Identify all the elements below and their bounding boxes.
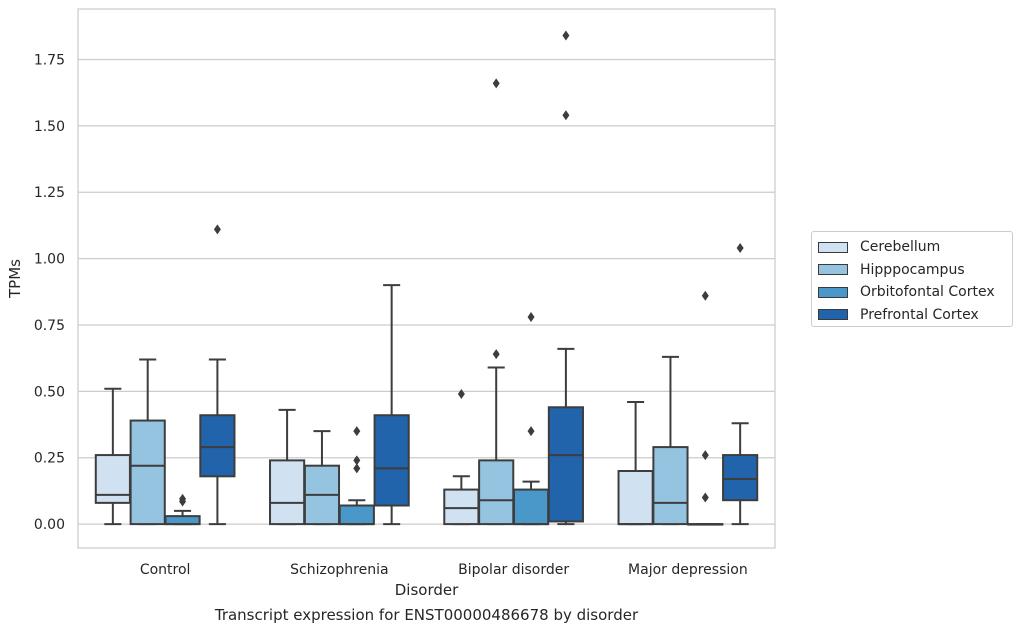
box-3-1 bbox=[652, 355, 689, 526]
x-tick-label: Schizophrenia bbox=[290, 562, 388, 578]
legend-item: Hipppocampus bbox=[818, 259, 1012, 282]
box-2-0 bbox=[443, 389, 480, 526]
y-axis-title: TPMs bbox=[6, 259, 24, 299]
x-tick-labels: Control Schizophrenia Bipolar disorder Majo… bbox=[140, 562, 748, 578]
box-body bbox=[617, 470, 654, 526]
box-body bbox=[652, 446, 689, 526]
box-1-3 bbox=[373, 284, 410, 526]
outlier-point bbox=[179, 493, 187, 504]
y-tick-labels: 0.00 0.25 0.50 0.75 1.00 1.25 1.50 1.75 bbox=[34, 52, 65, 533]
box-body bbox=[269, 459, 306, 526]
outlier-point bbox=[492, 78, 500, 89]
box-body bbox=[373, 414, 410, 507]
y-tick-label: 0.75 bbox=[34, 318, 65, 334]
box-2-3 bbox=[547, 30, 584, 526]
box-body bbox=[164, 515, 201, 526]
y-tick-label: 1.00 bbox=[34, 252, 65, 268]
box-1-2 bbox=[338, 426, 375, 526]
box-0-3 bbox=[199, 224, 236, 526]
box-0-0 bbox=[94, 387, 131, 526]
outlier-point bbox=[527, 426, 535, 437]
outlier-point bbox=[353, 426, 361, 437]
legend: Cerebellum Hipppocampus Orbitofontal Corte… bbox=[811, 231, 1013, 327]
box-body bbox=[443, 488, 480, 526]
box-body bbox=[547, 406, 584, 523]
outlier-point bbox=[457, 389, 465, 399]
legend-item: Prefrontal Cortex bbox=[818, 304, 1012, 327]
legend-swatch bbox=[818, 286, 848, 298]
box-body bbox=[478, 459, 515, 526]
legend-label: Hipppocampus bbox=[860, 261, 965, 278]
box-body bbox=[199, 414, 236, 478]
outlier-point bbox=[562, 110, 570, 121]
box-3-2 bbox=[687, 290, 724, 526]
box-1-1 bbox=[303, 430, 341, 526]
legend-item: Orbitofontal Cortex bbox=[818, 281, 1012, 304]
box-0-2 bbox=[164, 493, 201, 526]
box-body bbox=[512, 488, 550, 526]
x-tick-label: Major depression bbox=[628, 562, 748, 578]
outlier-point bbox=[701, 492, 709, 503]
legend-label: Cerebellum bbox=[860, 239, 941, 256]
outlier-point bbox=[701, 290, 709, 301]
legend-swatch bbox=[818, 241, 848, 253]
y-tick-label: 0.00 bbox=[34, 517, 65, 533]
plot-frame bbox=[77, 8, 776, 549]
outlier-point bbox=[701, 450, 709, 461]
x-axis-title: Disorder bbox=[395, 581, 459, 599]
legend-swatch bbox=[818, 264, 848, 276]
outlier-point bbox=[562, 30, 570, 41]
x-tick-label: Control bbox=[140, 562, 191, 578]
outlier-point bbox=[492, 349, 500, 360]
outlier-point bbox=[353, 463, 361, 474]
outlier-point bbox=[736, 242, 744, 253]
x-tick-label: Bipolar disorder bbox=[458, 562, 569, 578]
outlier-point bbox=[353, 455, 361, 466]
box-body bbox=[338, 504, 375, 526]
chart-caption: Transcript expression for ENST0000048667… bbox=[214, 606, 639, 624]
box-2-2 bbox=[512, 312, 550, 526]
box-body bbox=[129, 419, 166, 526]
y-tick-label: 1.75 bbox=[34, 52, 65, 68]
legend-swatch bbox=[818, 309, 848, 321]
box-0-1 bbox=[129, 358, 166, 526]
box-body bbox=[722, 454, 759, 502]
box-1-0 bbox=[269, 408, 306, 526]
y-tick-label: 0.25 bbox=[34, 451, 65, 467]
box-3-3 bbox=[722, 242, 759, 526]
legend-label: Prefrontal Cortex bbox=[860, 306, 979, 323]
legend-item: Cerebellum bbox=[818, 236, 1012, 259]
outlier-point bbox=[527, 312, 535, 322]
y-tick-label: 0.50 bbox=[34, 384, 65, 400]
y-tick-label: 1.50 bbox=[34, 119, 65, 135]
box-2-1 bbox=[478, 78, 515, 526]
y-tick-label: 1.25 bbox=[34, 185, 65, 201]
legend-label: Orbitofontal Cortex bbox=[860, 284, 995, 301]
boxes bbox=[94, 30, 759, 526]
outlier-point bbox=[213, 224, 221, 235]
